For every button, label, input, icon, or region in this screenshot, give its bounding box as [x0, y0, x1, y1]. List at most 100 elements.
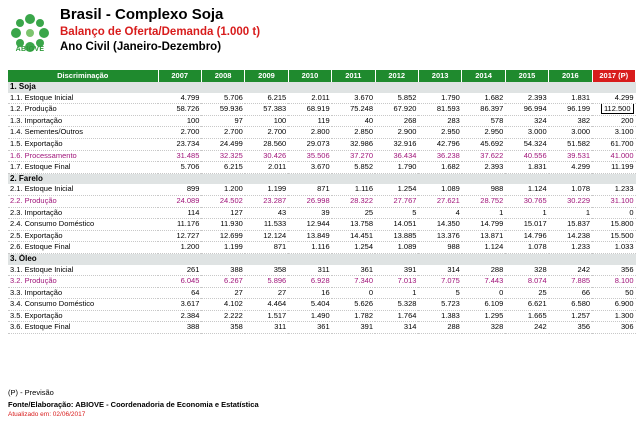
table-cell: 15.837 — [548, 218, 593, 231]
table-cell: 39.531 — [548, 150, 593, 163]
table-cell: 2.700 — [244, 126, 289, 139]
table-cell: 2.850 — [331, 126, 376, 139]
table-cell: 3.000 — [548, 126, 593, 139]
table-cell: 13.376 — [418, 230, 462, 243]
row-label: 2.4. Consumo Doméstico — [8, 218, 158, 231]
table-cell: 27.767 — [375, 195, 419, 208]
table-cell: 13.758 — [331, 218, 376, 231]
row-label: 2.1. Estoque Inicial — [8, 184, 158, 196]
table-cell: 15.800 — [592, 218, 636, 231]
table-cell: 242 — [505, 321, 549, 335]
row-label: 1.7. Estoque Final — [8, 161, 158, 174]
table-cell: 6.215 — [201, 161, 245, 174]
section-title: 1. Soja — [8, 82, 636, 93]
table-cell: 314 — [418, 264, 462, 277]
table-cell: 200 — [592, 115, 636, 128]
table-cell: 5 — [375, 207, 419, 220]
table-row: 1.2. Produção 58.726 59.936 57.383 68.919 75.… — [8, 103, 636, 116]
table-row: 1.6. Processamento 31.485 32.325 30.426 35.5… — [8, 150, 636, 163]
table-cell: 29.073 — [288, 138, 332, 151]
table-cell: 1.033 — [592, 241, 636, 254]
table-cell: 1.490 — [288, 310, 332, 323]
table-cell: 14.451 — [331, 230, 376, 243]
table-cell: 24.499 — [201, 138, 245, 151]
table-cell: 67.920 — [375, 103, 419, 116]
table-cell: 1.124 — [505, 184, 549, 196]
column-header-label: Discriminação — [8, 70, 159, 82]
row-label: 2.6. Estoque Final — [8, 241, 158, 254]
table-cell: 4.464 — [244, 298, 289, 311]
table-cell: 24.089 — [158, 195, 202, 208]
table-cell: 64 — [158, 287, 202, 300]
table-row: 1.3. Importação 100 97 100 119 40 268 283 578 324… — [8, 115, 636, 128]
table-cell: 57.383 — [244, 103, 289, 116]
table-cell: 23.734 — [158, 138, 202, 151]
table-row: 2.2. Produção 24.089 24.502 23.287 26.998 28.… — [8, 195, 636, 208]
column-header-year: 2008 — [201, 70, 246, 82]
table-cell: 114 — [158, 207, 202, 220]
row-label: 2.2. Produção — [8, 195, 158, 208]
highlighted-value: 112.500 — [600, 103, 634, 115]
column-header-year: 2015 — [505, 70, 550, 82]
table-cell: 39 — [288, 207, 332, 220]
table-cell: 27.621 — [418, 195, 462, 208]
table-cell: 871 — [244, 241, 289, 254]
table-cell: 1 — [548, 207, 593, 220]
section-row: 1. Soja — [8, 82, 636, 93]
table-cell: 24.502 — [201, 195, 245, 208]
table-cell: 30.426 — [244, 150, 289, 163]
table-cell: 50 — [592, 287, 636, 300]
row-label: 1.6. Processamento — [8, 150, 158, 163]
table-cell: 28.560 — [244, 138, 289, 151]
table-cell: 1.295 — [461, 310, 506, 323]
table-cell: 8.100 — [592, 275, 636, 288]
table-cell: 3.670 — [288, 161, 332, 174]
column-header-year: 2010 — [288, 70, 333, 82]
table-cell: 261 — [158, 264, 202, 277]
balance-table: Discriminação 2007 2008 2009 2010 2011 2012 201… — [8, 70, 637, 335]
table-cell: 81.593 — [418, 103, 462, 116]
logo-text: ABIOVE — [15, 46, 45, 53]
table-cell: 28.322 — [331, 195, 376, 208]
table-cell: 2.384 — [158, 310, 202, 323]
table-cell: 6.267 — [201, 275, 245, 288]
table-header-row: Discriminação 2007 2008 2009 2010 2011 2012 201… — [8, 70, 637, 82]
table-cell: 66 — [548, 287, 593, 300]
table-cell: 0 — [331, 287, 376, 300]
table-row: 3.1. Estoque Inicial 261 388 358 311 361 391 31… — [8, 264, 636, 277]
column-header-year: 2013 — [418, 70, 463, 82]
table-cell: 4.102 — [201, 298, 245, 311]
row-label: 1.1. Estoque Inicial — [8, 92, 158, 105]
table-cell: 13.849 — [288, 230, 332, 243]
table-cell: 5.706 — [158, 161, 202, 174]
table-cell: 311 — [288, 264, 332, 277]
column-header-year: 2009 — [244, 70, 289, 82]
table-cell: 23.287 — [244, 195, 289, 208]
table-cell: 2.800 — [288, 126, 332, 139]
table-cell: 26.998 — [288, 195, 332, 208]
table-cell: 2.393 — [461, 161, 506, 174]
table-cell: 59.936 — [201, 103, 245, 116]
table-cell: 27 — [244, 287, 289, 300]
table-row: 2.1. Estoque Inicial 899 1.200 1.199 871 1.11… — [8, 184, 636, 196]
table-cell: 2.950 — [418, 126, 462, 139]
table-cell: 11.176 — [158, 218, 202, 231]
table-cell: 1.233 — [548, 241, 593, 254]
table-cell: 3.000 — [505, 126, 549, 139]
table-cell: 2.222 — [201, 310, 245, 323]
table-cell: 388 — [201, 264, 245, 277]
source-note: Fonte/Elaboração: ABIOVE - Coordenadoria… — [8, 400, 259, 409]
table-cell: 2.011 — [244, 161, 289, 174]
table-cell: 35.506 — [288, 150, 332, 163]
table-cell: 11.930 — [201, 218, 245, 231]
table-cell: 1.831 — [548, 92, 593, 105]
table-cell: 5.328 — [375, 298, 419, 311]
table-cell: 28.752 — [461, 195, 506, 208]
table-cell: 382 — [548, 115, 593, 128]
table-cell: 1 — [461, 207, 506, 220]
table-cell: 988 — [418, 241, 462, 254]
row-label: 3.5. Exportação — [8, 310, 158, 323]
table-cell: 37.622 — [461, 150, 506, 163]
table-row: 3.3. Importação 64 27 27 16 0 1 5 0 25 66 50 — [8, 287, 636, 300]
table-cell: 96.994 — [505, 103, 549, 116]
